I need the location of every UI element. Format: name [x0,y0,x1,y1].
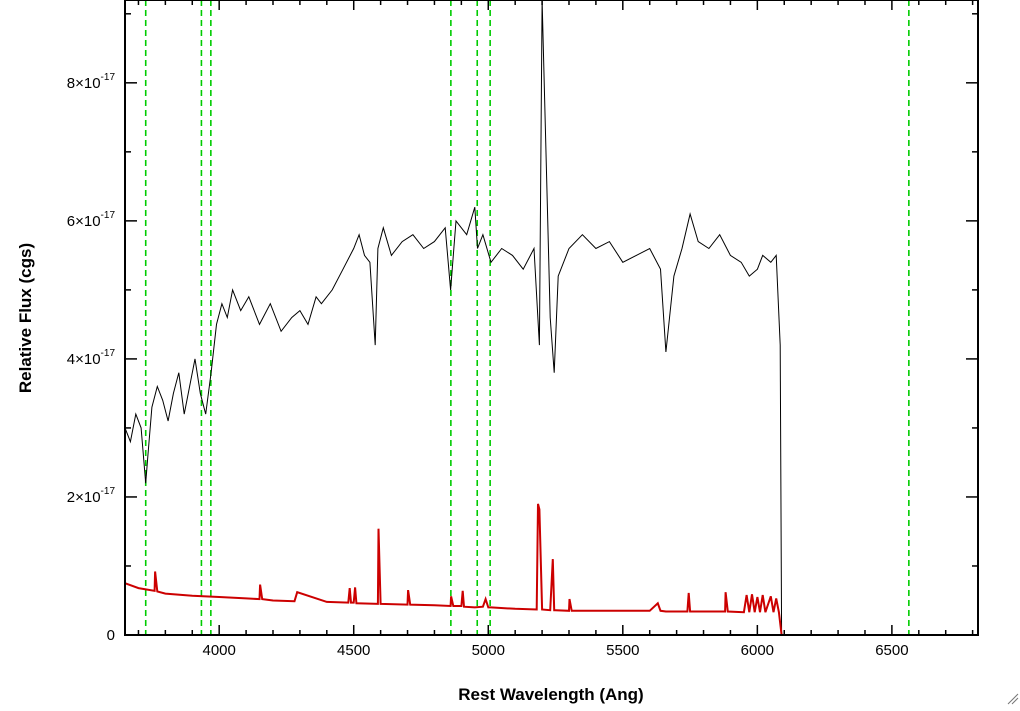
axes-group: 4000 4500 5000 5500 6000 650002×10-174×10-176… [67,0,979,659]
reference-lines-group [144,0,910,635]
x-axis-label: Rest Wavelength (Ang) [458,685,643,704]
y-tick-mantissa: 4×10 [67,351,101,368]
y-tick-mantissa: 8×10 [67,75,101,92]
x-tick-label: 6500 [875,642,908,659]
plot-frame [124,0,979,636]
y-tick-label: 6×10-17 [67,210,116,230]
y-tick-mantissa: 2×10 [67,489,101,506]
error-series-line [124,503,978,636]
x-tick-label: 4500 [337,642,370,659]
y-tick-exponent: -17 [101,486,116,497]
x-tick-label: 6000 [741,642,774,659]
y-tick-label: 0 [107,627,115,644]
y-tick-mantissa: 0 [107,627,115,644]
y-tick-exponent: -17 [101,210,116,221]
series-group [124,0,978,636]
y-tick-label: 8×10-17 [67,72,116,92]
x-tick-label: 5000 [472,642,505,659]
y-tick-label: 4×10-17 [67,348,116,368]
y-tick-mantissa: 6×10 [67,213,101,230]
x-tick-label: 5500 [606,642,639,659]
y-tick-label: 2×10-17 [67,486,116,506]
y-tick-exponent: -17 [101,348,116,359]
y-tick-exponent: -17 [101,72,116,83]
resize-grip-icon [1007,693,1019,705]
flux-series-line [124,0,978,636]
y-axis-label: Relative Flux (cgs) [16,243,35,393]
x-tick-label: 4000 [202,642,235,659]
